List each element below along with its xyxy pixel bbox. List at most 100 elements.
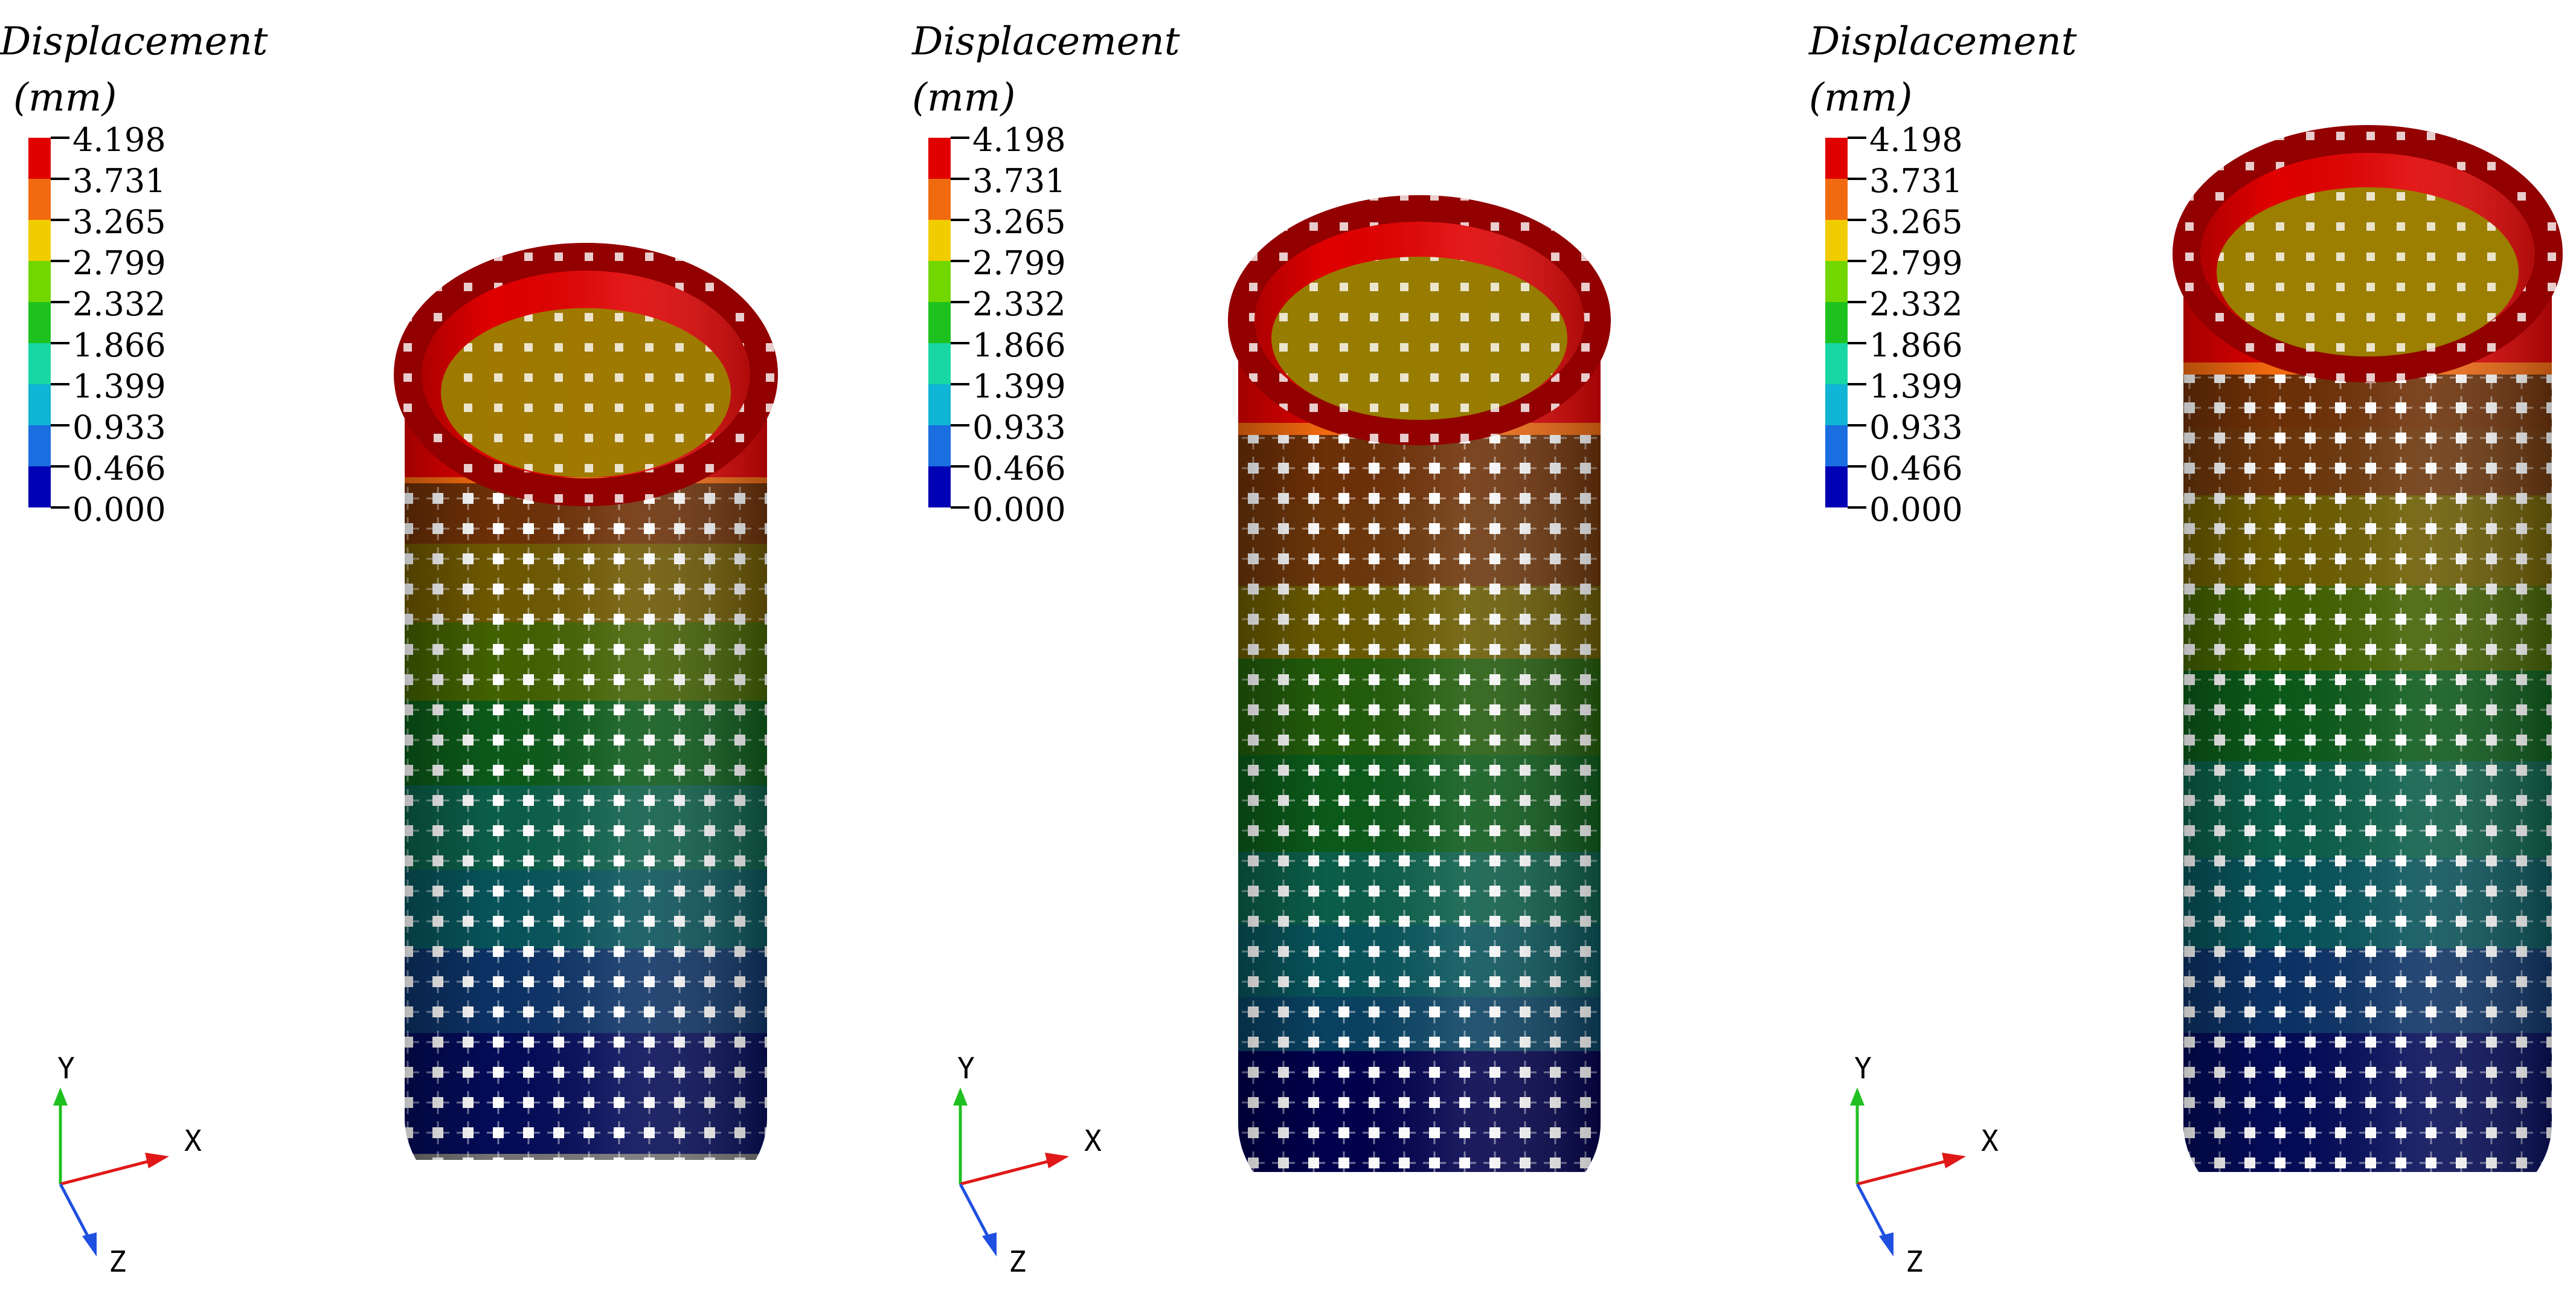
legend-band [28,261,51,302]
x-axis-label: X [184,1124,202,1158]
y-axis-label: Y [57,1052,75,1086]
lattice-cylinder [2173,125,2563,1172]
legend-band [928,466,951,507]
z-axis-label: Z [1906,1245,1923,1279]
panel-middle: Displacement (mm) [911,19,1611,1279]
legend-band [928,220,951,261]
legend-level: 2.332 [972,285,1066,323]
legend-band [28,425,51,466]
axis-triad: Y X Z [53,1052,202,1279]
legend-unit: (mm) [912,76,1015,120]
legend-unit: (mm) [13,76,117,120]
z-axis-arrow [59,1183,92,1243]
x-axis-arrow [960,1158,1055,1186]
legend-level: 1.399 [1869,367,1963,405]
cylinder-top-ring-pattern [2173,125,2563,382]
legend-level: 1.399 [72,367,166,405]
legend-band [28,343,51,384]
legend-level: 1.866 [1869,326,1963,364]
x-axis-arrow [1857,1158,1951,1186]
lattice-cylinder [394,243,778,1160]
legend-level: 0.000 [1869,491,1963,529]
x-axis-label: X [1981,1124,1999,1158]
legend-level: 3.265 [72,203,166,241]
legend: Displacement (mm) [911,19,1180,529]
z-axis-arrowhead [1879,1232,1893,1257]
axis-triad: Y X Z [953,1052,1102,1279]
x-axis-arrowhead [1942,1153,1966,1168]
legend-level: 3.731 [972,162,1066,200]
legend-band [28,302,51,343]
z-axis-label: Z [109,1245,126,1279]
legend-level: 0.000 [72,491,166,529]
legend-level: 0.466 [1869,449,1963,488]
legend-level: 3.731 [72,162,166,200]
legend-band [28,466,51,507]
legend-level: 2.799 [972,244,1066,282]
legend-band [1825,425,1848,466]
legend-title: Displacement [0,19,268,64]
legend-band [1825,302,1848,343]
legend-band [928,343,951,384]
legend-band [1825,466,1848,507]
legend-level: 2.799 [1869,244,1963,282]
z-axis-arrow [959,1183,992,1243]
legend-band [1825,343,1848,384]
legend-level: 1.866 [72,326,166,364]
legend-color-bar [28,138,51,507]
legend-level: 2.332 [72,285,166,323]
panel-left: Displacement (mm) [0,19,778,1279]
legend-level: 3.265 [1869,203,1963,241]
cylinder-top-ring-pattern [1228,195,1611,445]
legend-band [928,425,951,466]
y-axis-label: Y [1854,1052,1872,1086]
legend-level: 4.198 [1869,121,1963,159]
legend-level: 0.933 [972,408,1066,446]
legend-band [28,138,51,179]
legend-title: Displacement [911,19,1180,64]
legend-level: 4.198 [972,121,1066,159]
panel-right: Displacement (mm) [1808,19,2563,1279]
legend-level: 0.000 [972,491,1066,529]
cylinder-top-ring-pattern [394,243,778,506]
legend-band [1825,179,1848,220]
lattice-cylinder [1228,195,1611,1172]
legend-band [928,179,951,220]
legend-level: 1.399 [972,367,1066,405]
x-axis-arrow [60,1158,155,1186]
legend-level: 3.265 [972,203,1066,241]
legend-level: 4.198 [72,121,166,159]
legend-level: 1.866 [972,326,1066,364]
legend-band [928,302,951,343]
legend-unit: (mm) [1809,76,1912,120]
legend-band [1825,220,1848,261]
legend-title: Displacement [1808,19,2077,64]
legend-level: 0.466 [72,449,166,488]
legend-level: 0.933 [1869,408,1963,446]
legend-band [28,179,51,220]
legend-color-bar [1825,138,1848,507]
legend-level: 2.332 [1869,285,1963,323]
y-axis-arrowhead [953,1087,968,1106]
z-axis-arrow [1855,1183,1889,1243]
x-axis-arrowhead [1045,1153,1069,1168]
axis-triad: Y X Z [1850,1052,1999,1279]
legend-band [1825,138,1848,179]
legend-band [28,220,51,261]
legend-band [1825,261,1848,302]
y-axis-arrowhead [53,1087,68,1106]
z-axis-label: Z [1009,1245,1026,1279]
legend-band [28,384,51,425]
z-axis-arrowhead [82,1232,97,1257]
legend-band [928,384,951,425]
y-axis-arrowhead [1850,1087,1865,1106]
legend: Displacement (mm) [0,19,268,529]
legend-band [1825,384,1848,425]
legend-level: 0.933 [72,408,166,446]
legend-level: 0.466 [972,449,1066,488]
legend: Displacement (mm) [1808,19,2077,529]
y-axis-label: Y [957,1052,975,1086]
x-axis-label: X [1084,1124,1102,1158]
z-axis-arrowhead [982,1232,997,1257]
legend-color-bar [928,138,951,507]
